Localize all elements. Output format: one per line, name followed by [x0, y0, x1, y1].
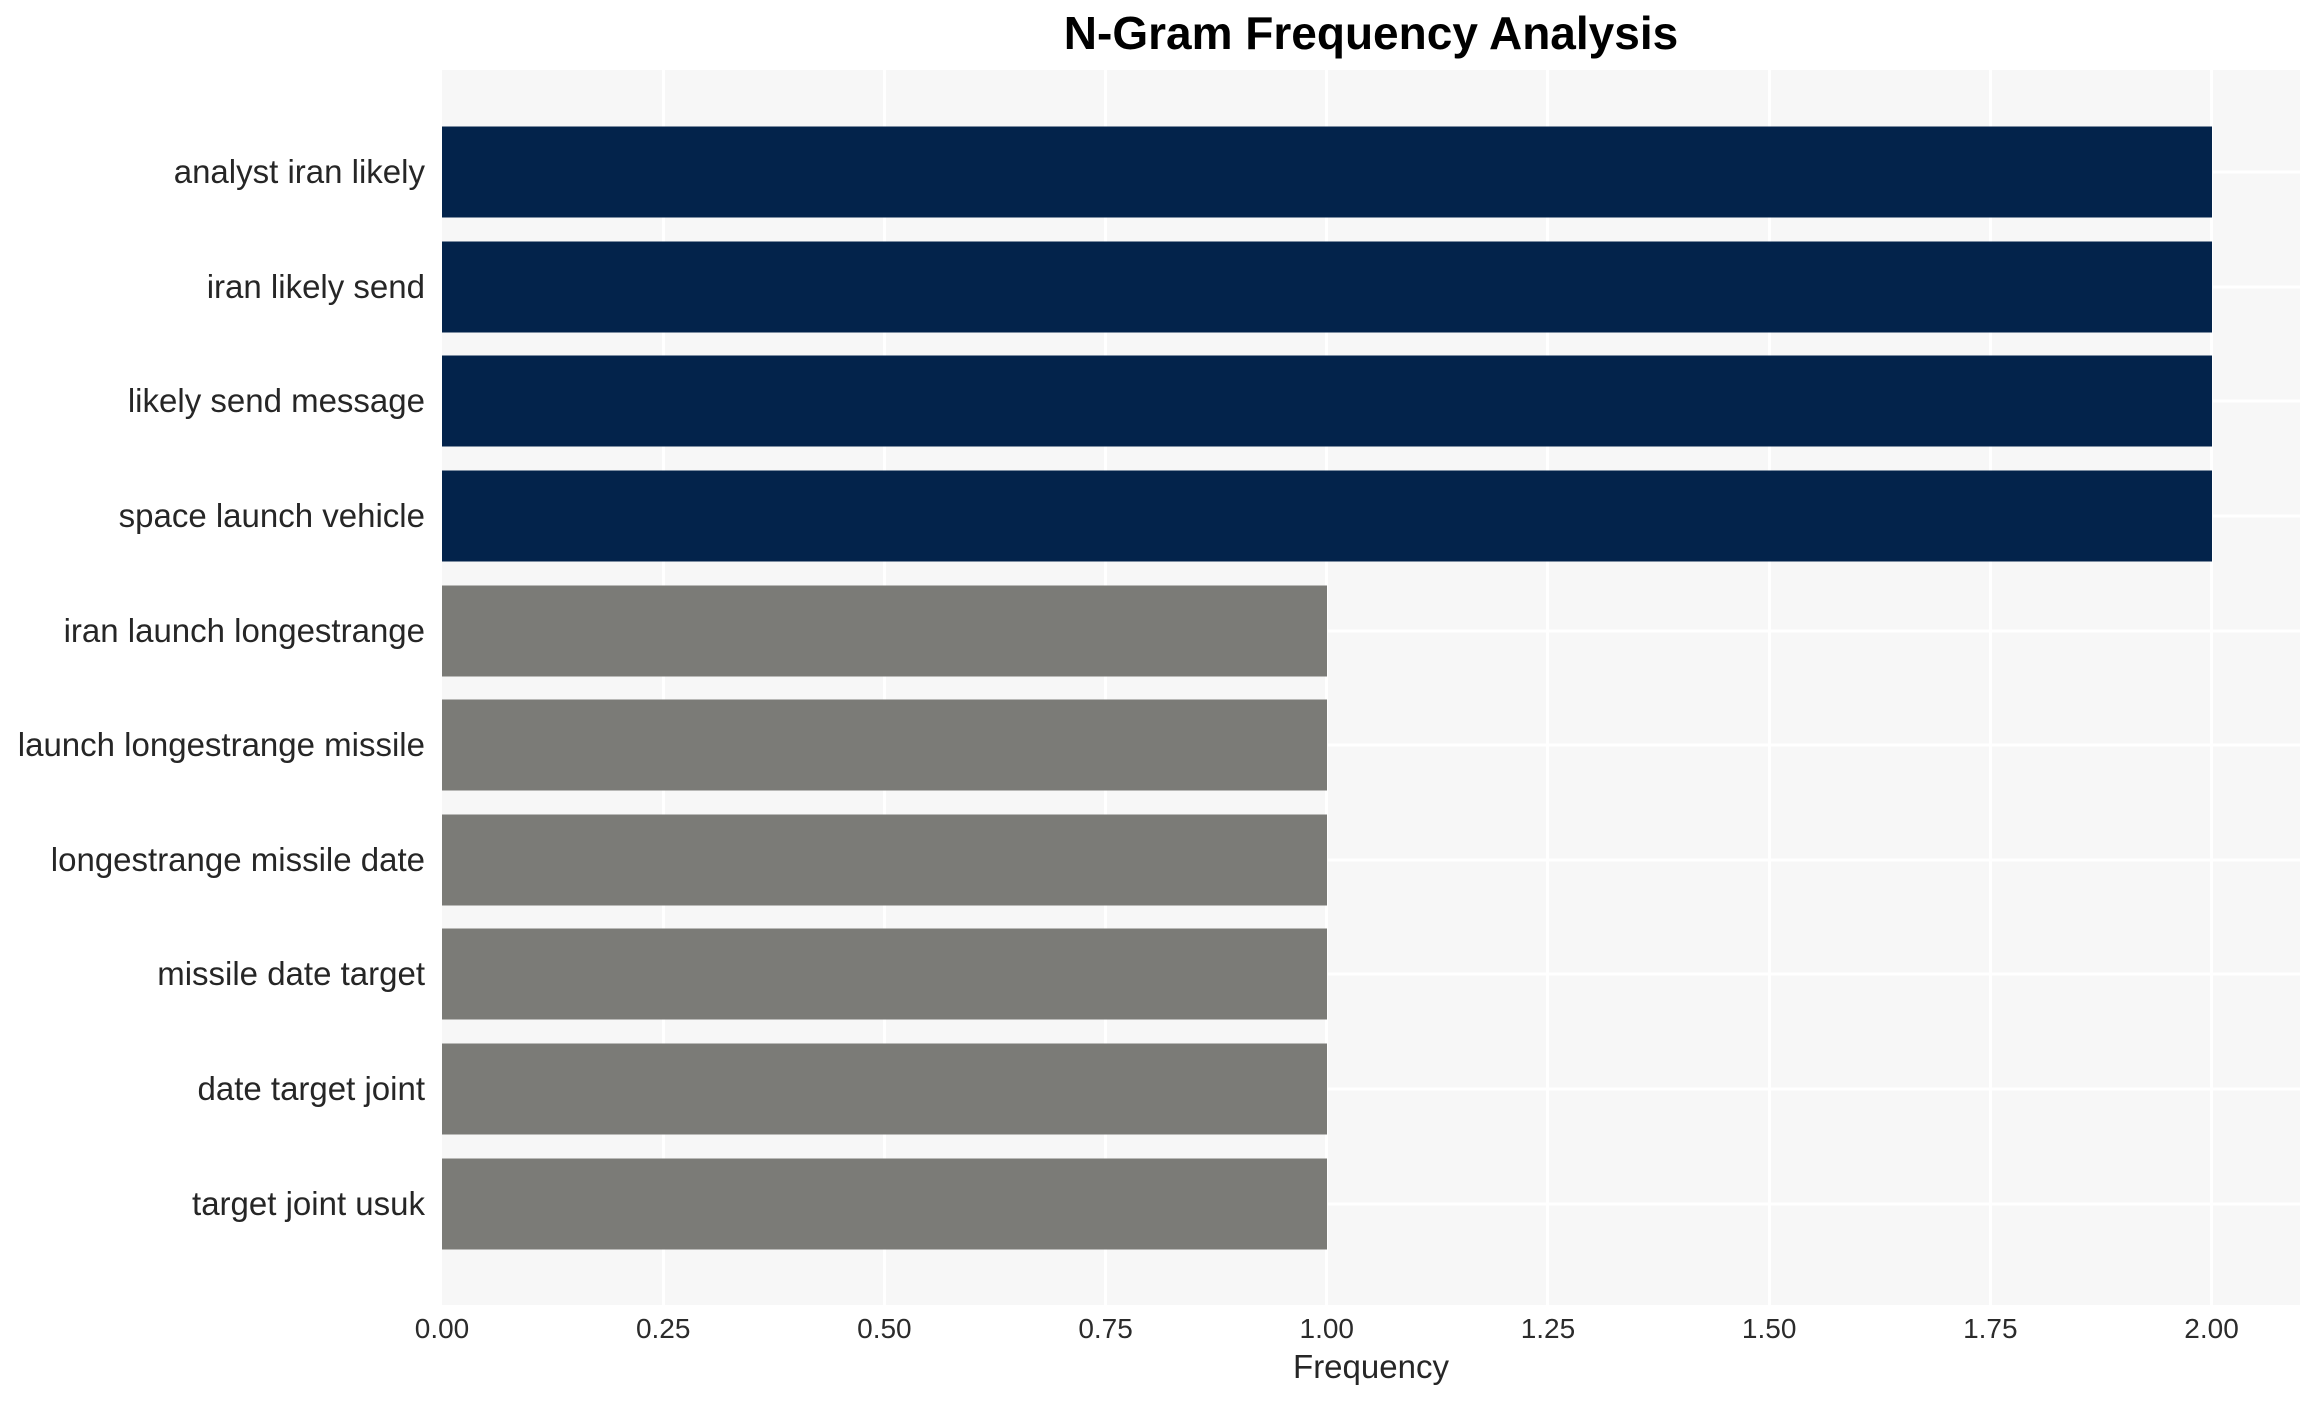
y-axis-label: launch longestrange missile [17, 726, 425, 764]
x-tick-label: 1.75 [1963, 1313, 2018, 1344]
gridline-vertical [661, 70, 665, 1305]
gridline-vertical [1325, 70, 1329, 1305]
gridline-horizontal [442, 858, 2300, 862]
bar-iran-likely-send [442, 241, 2212, 333]
chart-title: N-Gram Frequency Analysis [1063, 7, 1679, 59]
gridline-vertical [1767, 70, 1771, 1305]
x-tick-label: 0.75 [1078, 1313, 1133, 1344]
x-tick-label: 1.00 [1299, 1313, 1355, 1344]
bar-date-target-joint [442, 1043, 1327, 1135]
y-axis-label: target joint usuk [192, 1184, 425, 1222]
bar-row [442, 344, 2300, 459]
x-tick-label: 0.00 [414, 1313, 470, 1344]
y-axis-label: iran launch longestrange [63, 611, 425, 649]
y-axis-label: likely send message [127, 382, 425, 420]
plot-area [442, 70, 2300, 1305]
bar-row [442, 1032, 2300, 1147]
x-tick-label: 0.50 [857, 1313, 912, 1344]
y-axis-label: longestrange missile date [50, 840, 425, 878]
x-axis-ticks: 0.00 0.25 0.50 0.75 1.00 1.25 1.50 1.75 2.00 [415, 1313, 2300, 1351]
y-axis-label: date target joint [197, 1070, 426, 1108]
bar-row [442, 115, 2300, 230]
bar-row [442, 688, 2300, 803]
gridline-horizontal [442, 1202, 2300, 1206]
gridline-vertical [1546, 70, 1550, 1305]
x-tick-label: 1.50 [1741, 1313, 1797, 1344]
y-axis-label: iran likely send [206, 267, 425, 305]
x-tick-label: 2.00 [2184, 1313, 2239, 1344]
bar-space-launch-vehicle [442, 470, 2212, 562]
gridline-vertical [2210, 70, 2214, 1305]
x-axis-title: Frequency [1293, 1348, 1449, 1385]
y-axis-label: missile date target [157, 955, 425, 993]
gridline-vertical [1988, 70, 1992, 1305]
y-axis-labels: analyst iran likely iran likely send likel… [0, 115, 434, 1261]
bar-target-joint-usuk [442, 1158, 1327, 1250]
bar-row [442, 573, 2300, 688]
x-tick-label: 1.25 [1520, 1313, 1576, 1344]
gridline-horizontal [442, 629, 2300, 633]
bar-missile-date-target [442, 928, 1327, 1020]
x-tick-label: 0.25 [635, 1313, 691, 1344]
bar-analyst-iran-likely [442, 126, 2212, 218]
y-axis-label: space launch vehicle [118, 497, 425, 535]
gridline-vertical [882, 70, 886, 1305]
bar-likely-send-message [442, 355, 2212, 447]
gridline-horizontal [442, 743, 2300, 747]
bar-row [442, 1146, 2300, 1261]
bar-iran-launch-longestrange [442, 585, 1327, 677]
gridline-vertical [1104, 70, 1108, 1305]
bar-rows-container [442, 115, 2300, 1261]
bar-longestrange-missile-date [442, 814, 1327, 906]
bar-row [442, 459, 2300, 574]
bar-launch-longestrange-missile [442, 699, 1327, 791]
bar-row [442, 803, 2300, 918]
y-axis-label: analyst iran likely [173, 153, 425, 191]
gridline-horizontal [442, 972, 2300, 976]
bar-row [442, 917, 2300, 1032]
gridline-horizontal [442, 1087, 2300, 1091]
bar-row [442, 230, 2300, 345]
